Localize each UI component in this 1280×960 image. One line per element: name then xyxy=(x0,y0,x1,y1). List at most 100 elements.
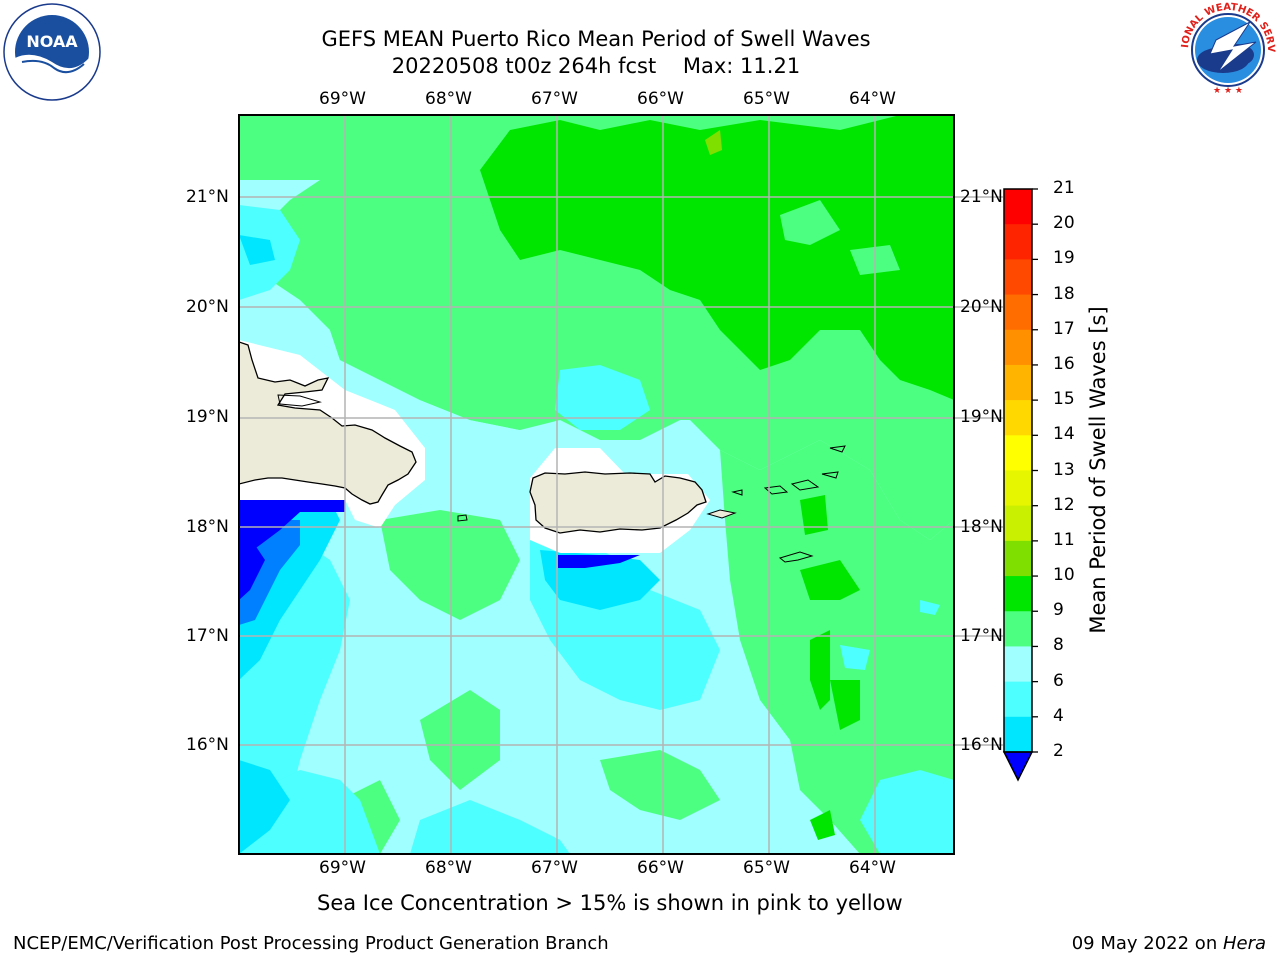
colorbar-tick-label: 20 xyxy=(1053,213,1075,234)
lat-label-right-17n: 17°N xyxy=(960,626,1003,646)
colorbar-tick-label: 17 xyxy=(1053,318,1075,339)
period-10-11-east2 xyxy=(810,630,830,710)
lon-label-top-64w: 64°W xyxy=(849,89,896,109)
lon-label-bottom-66w: 66°W xyxy=(637,858,684,878)
lat-label-left-17n: 17°N xyxy=(186,626,229,646)
lat-label-left-19n: 19°N xyxy=(186,407,229,427)
period-below-2-west2 xyxy=(239,545,265,600)
colorbar-segment xyxy=(1004,540,1032,577)
period-11-12-spot xyxy=(705,130,722,155)
land-hisp-lake xyxy=(277,394,322,407)
land-st-croix xyxy=(778,551,814,563)
colorbar-segment xyxy=(1004,646,1032,683)
period-9-10-south2 xyxy=(420,690,500,790)
colorbar-segment xyxy=(1004,576,1032,612)
colorbar-segment xyxy=(1004,505,1032,542)
colorbar-tick-label: 16 xyxy=(1053,353,1075,374)
lat-label-left-16n: 16°N xyxy=(186,735,229,755)
colorbar-tick-label: 19 xyxy=(1053,248,1075,269)
period-9-10-east xyxy=(720,440,954,854)
lat-label-right-20n: 20°N xyxy=(960,297,1003,317)
lat-label-right-19n: 19°N xyxy=(960,407,1003,427)
lat-label-left-20n: 20°N xyxy=(186,297,229,317)
chart-title: GEFS MEAN Puerto Rico Mean Period of Swe… xyxy=(321,27,871,51)
colorbar-tick-label: 2 xyxy=(1053,741,1064,761)
colorbar xyxy=(1002,188,1038,782)
lon-label-bottom-67w: 67°W xyxy=(531,858,578,878)
land-hispaniola xyxy=(239,341,417,505)
svg-text:★ ★ ★: ★ ★ ★ xyxy=(1213,86,1243,96)
period-9-10-inner xyxy=(780,200,840,245)
colorbar-tick-label: 10 xyxy=(1053,565,1075,586)
sea-ice-note: Sea Ice Concentration > 15% is shown in … xyxy=(317,891,903,915)
lon-label-top-67w: 67°W xyxy=(531,89,578,109)
land-virgin-islands-6 xyxy=(829,445,846,453)
lon-label-bottom-64w: 64°W xyxy=(849,858,896,878)
period-10-11-east4 xyxy=(810,810,835,840)
period-6-8-central2 xyxy=(555,365,650,430)
lat-label-left-18n: 18°N xyxy=(186,517,229,537)
graticule xyxy=(239,115,1003,854)
chart-subtitle: 20220508 t00z 264h fcst Max: 11.21 xyxy=(391,54,801,78)
colorbar-segment xyxy=(1004,364,1032,401)
lon-label-top-69w: 69°W xyxy=(319,89,366,109)
footer-right: 09 May 2022 on Hera xyxy=(1072,933,1266,954)
colorbar-segment xyxy=(1004,400,1032,436)
colorbar-tick-label: 4 xyxy=(1053,705,1064,726)
land-virgin-islands-1 xyxy=(706,509,737,519)
footer-date: 09 May 2022 on xyxy=(1071,933,1223,954)
colorbar-tick-label: 6 xyxy=(1053,670,1064,691)
period-4-6-sw xyxy=(239,760,290,854)
swell-period-field xyxy=(239,115,954,854)
footer-host: Hera xyxy=(1222,933,1266,954)
colorbar-segment xyxy=(1004,294,1032,331)
period-10-11-east5 xyxy=(800,495,828,535)
noaa-logo-text: NOAA xyxy=(26,32,78,51)
map-frame xyxy=(238,114,955,855)
colorbar-tick-label: 14 xyxy=(1053,424,1075,445)
colorbar-tick-label: 12 xyxy=(1053,494,1075,515)
colorbar-tick-label: 15 xyxy=(1053,389,1075,410)
footer-left: NCEP/EMC/Verification Post Processing Pr… xyxy=(13,933,609,954)
noaa-logo: NOAA xyxy=(3,3,101,101)
colorbar-tick-label: 18 xyxy=(1053,283,1075,304)
colorbar-title: Mean Period of Swell Waves [s] xyxy=(1086,306,1110,634)
period-below-2-pr xyxy=(558,555,640,568)
period-10-11-east3 xyxy=(830,680,860,730)
period-below-2-west xyxy=(239,500,345,560)
period-6-8-se xyxy=(860,770,954,854)
colorbar-segment xyxy=(1004,329,1032,366)
colorbar-segment xyxy=(1004,259,1032,296)
colorbar-tick-label: 8 xyxy=(1053,635,1064,656)
period-4-6-nw xyxy=(239,235,275,265)
land-puerto-rico xyxy=(529,471,707,534)
colorbar-extend-triangle xyxy=(1002,751,1034,782)
land-virgin-islands-4 xyxy=(790,479,820,491)
colorbar-segment xyxy=(1004,716,1032,753)
lon-label-top-68w: 68°W xyxy=(425,89,472,109)
lat-label-right-18n: 18°N xyxy=(960,517,1003,537)
land-virgin-islands-5 xyxy=(821,471,839,479)
period-6-8-south xyxy=(410,800,570,854)
period-10-11-north xyxy=(480,115,954,400)
nws-logo: NATIONAL WEATHER SERVICE ★ ★ ★ xyxy=(1178,0,1276,97)
period-9-10-south xyxy=(600,750,720,820)
lon-label-bottom-69w: 69°W xyxy=(319,858,366,878)
colorbar-segment xyxy=(1004,435,1032,471)
period-10-11-east xyxy=(800,560,860,600)
colorbar-segment xyxy=(1004,224,1032,260)
colorbar-tick-label: 13 xyxy=(1053,459,1075,480)
land-mona xyxy=(457,514,468,522)
colorbar-tick-label: 21 xyxy=(1053,178,1075,198)
colorbar-segment xyxy=(1004,470,1032,507)
colorbar-tick-label: 9 xyxy=(1053,600,1064,621)
lon-label-top-65w: 65°W xyxy=(743,89,790,109)
colorbar-segment xyxy=(1004,681,1032,718)
lon-label-top-66w: 66°W xyxy=(637,89,684,109)
period-6-8-e2 xyxy=(920,600,940,615)
lat-label-left-21n: 21°N xyxy=(186,187,229,207)
colorbar-segment xyxy=(1004,189,1032,225)
lat-label-right-16n: 16°N xyxy=(960,735,1003,755)
lat-label-right-21n: 21°N xyxy=(960,187,1003,207)
